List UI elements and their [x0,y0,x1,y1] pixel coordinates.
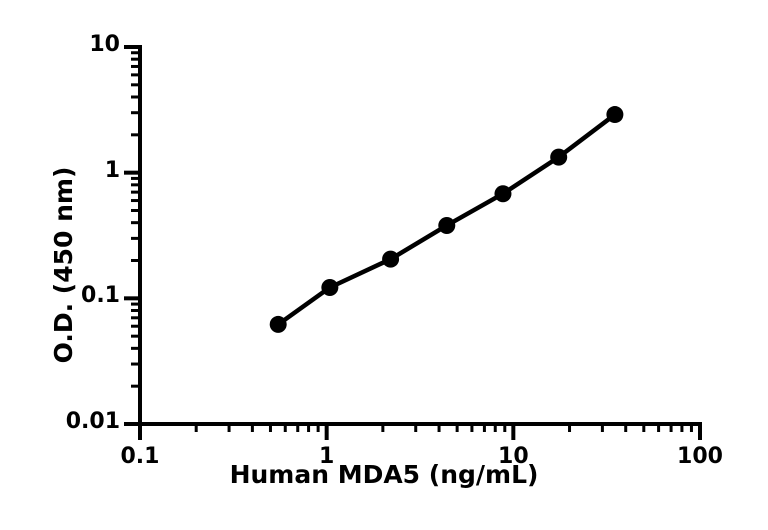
y-tick-label: 0.1 [81,283,120,309]
data-point[interactable] [382,250,400,268]
x-tick-label: 0.1 [120,444,160,469]
x-tick-label: 10 [498,444,529,469]
data-point[interactable] [321,278,339,296]
y-tick-label: 10 [89,32,120,57]
x-tick-label: 1 [319,444,335,469]
data-point[interactable] [606,106,624,124]
data-series [269,106,624,333]
y-tick-label: 0.01 [65,409,120,434]
data-point[interactable] [438,216,456,234]
axes [124,45,702,440]
x-tick-label: 100 [677,444,723,469]
data-point[interactable] [269,315,287,333]
data-point[interactable] [550,148,568,166]
x-axis-title: Human MDA5 (ng/mL) [229,460,539,489]
data-point[interactable] [494,185,512,203]
y-tick-label: 1 [104,157,120,183]
y-axis-title: O.D. (450 nm) [49,166,78,364]
